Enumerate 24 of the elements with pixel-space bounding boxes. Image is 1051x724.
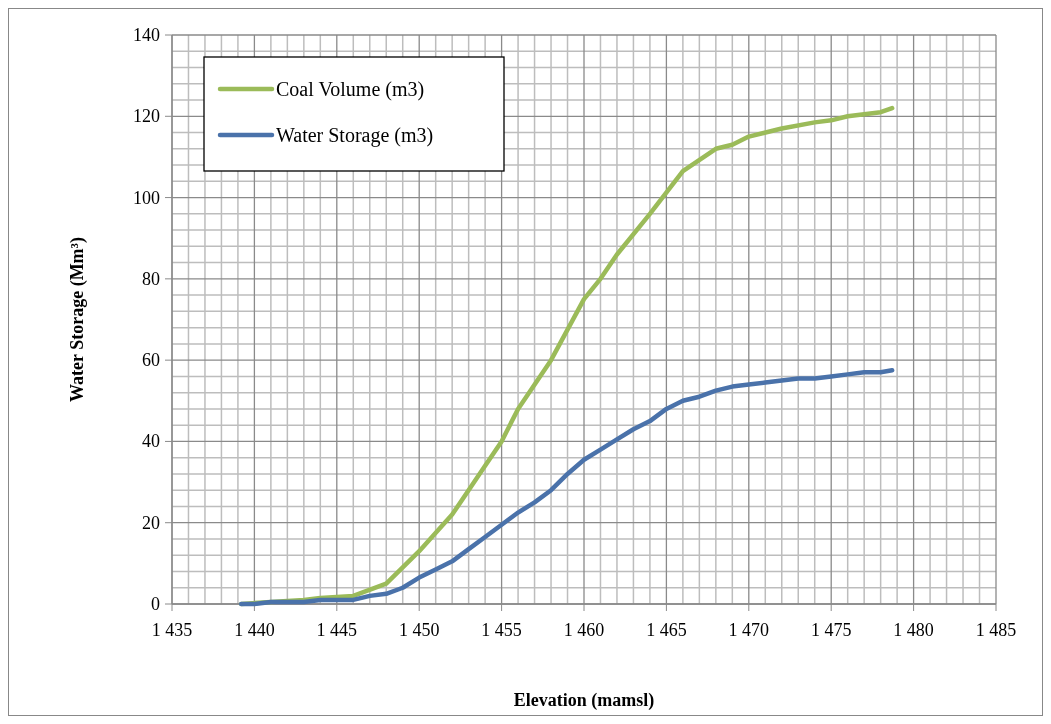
y-tick-label: 80: [142, 268, 160, 289]
y-tick-label: 60: [142, 350, 160, 371]
y-tick-label: 120: [133, 106, 160, 127]
x-tick-label: 1 450: [398, 620, 440, 640]
y-axis-title: Water Storage (Mm³): [67, 236, 88, 403]
y-tick-label: 100: [133, 187, 160, 208]
x-tick-label: 1 460: [563, 620, 605, 640]
x-tick-label: 1 480: [893, 620, 934, 640]
x-tick-label: 1 465: [646, 620, 687, 640]
x-tick-label: 1 475: [810, 620, 852, 640]
legend-label: Water Storage (m3): [276, 124, 434, 147]
x-tick-label: 1 445: [316, 620, 358, 640]
y-tick-label: 40: [142, 431, 160, 452]
x-tick-label: 1 455: [481, 620, 522, 640]
legend-label: Coal Volume (m3): [276, 78, 425, 101]
x-tick-label: 1 470: [728, 620, 770, 640]
x-tick-label: 1 435: [151, 620, 193, 640]
y-tick-label: 0: [151, 594, 160, 614]
x-tick-label: 1 485: [975, 620, 1017, 640]
x-tick-label: 1 440: [234, 620, 275, 640]
line-series: [238, 368, 895, 607]
y-tick-label: 20: [142, 512, 160, 533]
y-tick-label: 140: [133, 25, 160, 45]
x-axis-title: Elevation (mamsl): [513, 690, 655, 711]
